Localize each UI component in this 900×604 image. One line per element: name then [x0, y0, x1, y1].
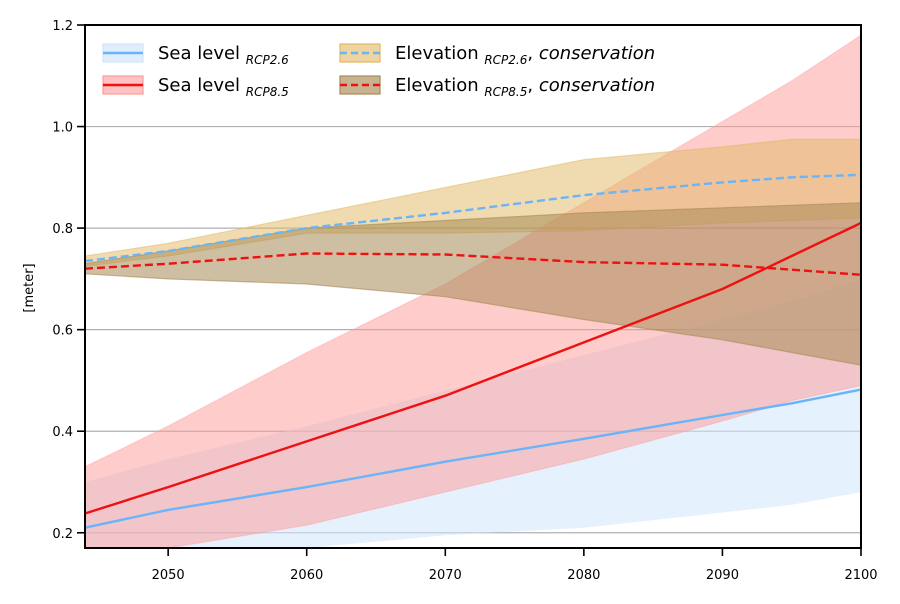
x-tick-label: 2080 [567, 568, 600, 583]
y-tick-label: 0.2 [52, 527, 73, 542]
axis-ticks: 0.2 0.4 0.6 0.8 1.0 1.2 2050 2060 2070 2080 2090 21… [52, 19, 877, 583]
series-line-1 [84, 388, 862, 529]
series-line-4 [84, 252, 862, 276]
uncertainty-bands [84, 34, 862, 549]
plot-frame [84, 24, 862, 549]
legend-label-2: Sea level RCP8.5 [158, 75, 289, 99]
y-tick-label: 0.6 [52, 324, 73, 339]
y-tick-label: 0.4 [52, 425, 73, 440]
y-tick-label: 0.8 [52, 222, 73, 237]
series-line-2 [84, 221, 862, 515]
legend-label-3: Elevation RCP2.6, conservation [395, 43, 655, 67]
x-tick-label: 2090 [706, 568, 739, 583]
legend: Sea level RCP2.6 Sea level RCP8.5 Elevatio… [102, 43, 655, 99]
series-lines [84, 173, 862, 529]
y-tick-label: 1.2 [52, 19, 73, 34]
y-axis-label: [meter] [22, 263, 37, 312]
x-tick-label: 2060 [290, 568, 323, 583]
legend-label-1: Sea level RCP2.6 [158, 43, 289, 67]
y-tick-label: 1.0 [52, 121, 73, 136]
x-tick-label: 2100 [844, 568, 877, 583]
legend-label-4: Elevation RCP8.5, conservation [395, 75, 655, 99]
x-tick-label: 2050 [152, 568, 185, 583]
x-tick-label: 2070 [429, 568, 462, 583]
series-line-3 [84, 173, 862, 263]
